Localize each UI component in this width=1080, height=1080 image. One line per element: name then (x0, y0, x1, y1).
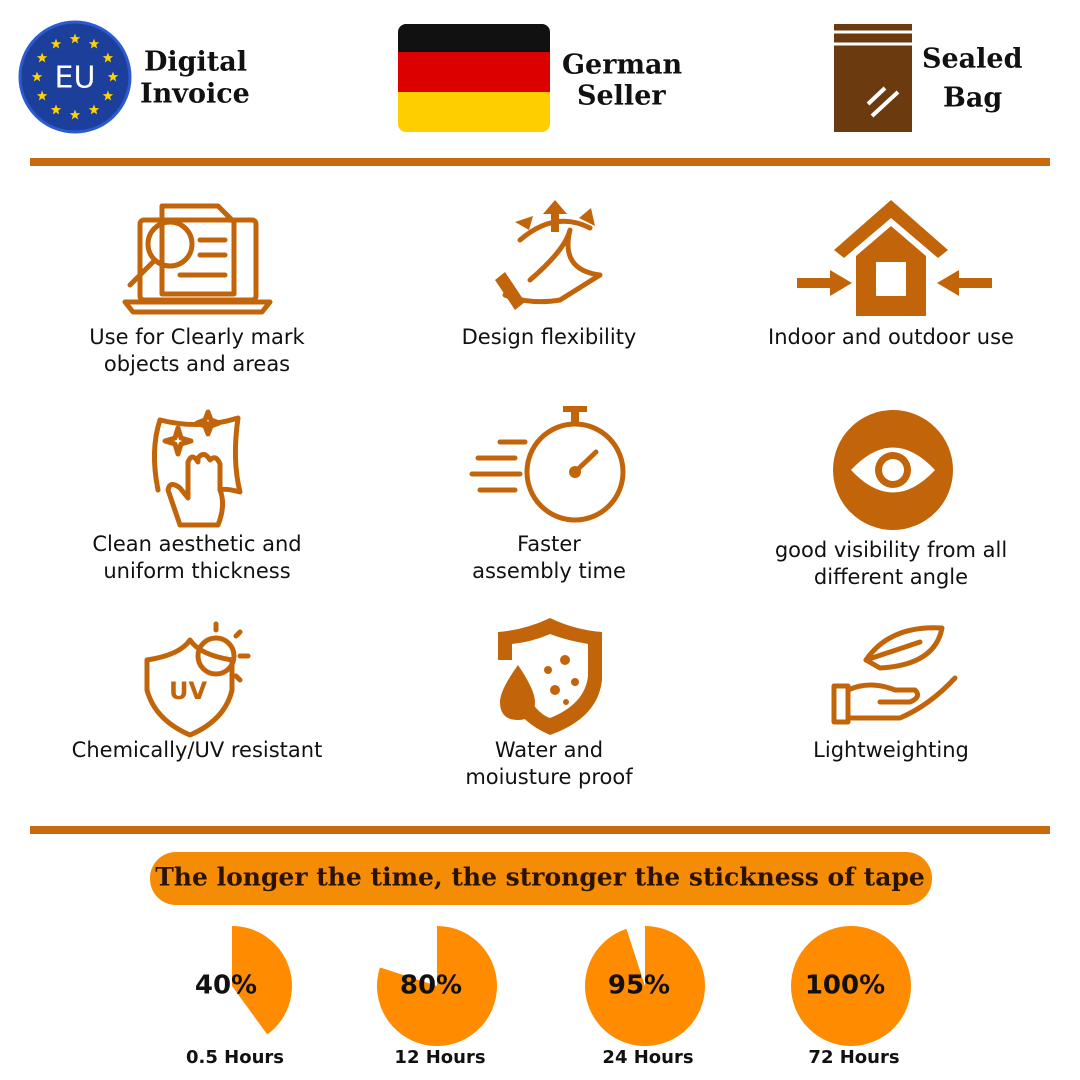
icon-leaf (831, 625, 958, 725)
feature-label: good visibility from all (775, 538, 1007, 562)
feature-label: Use for Clearly mark (89, 325, 305, 349)
feature-label: Water and (495, 738, 603, 762)
bag (834, 24, 912, 132)
pie-time: 0.5 Hours (186, 1047, 284, 1068)
icon-flexibility (495, 200, 603, 310)
icon-clean (151, 409, 243, 528)
pie-slice (377, 926, 498, 1047)
badge-text: German (562, 50, 683, 81)
icon-uv: UV (144, 621, 251, 738)
badge-text: Bag (943, 83, 1002, 114)
pie-time: 72 Hours (808, 1047, 899, 1068)
feature-label: Design flexibility (462, 325, 637, 349)
feature-label: uniform thickness (103, 559, 290, 583)
badge-text: Digital (144, 47, 247, 78)
pie-value: 100% (805, 971, 885, 1001)
eu-badge: EU (18, 20, 132, 134)
pie-value: 95% (608, 971, 670, 1001)
icon-document (122, 203, 273, 315)
divider (30, 158, 1050, 166)
icon-eye (833, 410, 953, 530)
pie-time: 24 Hours (602, 1047, 693, 1068)
feature-label: different angle (814, 565, 968, 589)
divider (30, 826, 1050, 834)
feature-label: Indoor and outdoor use (768, 325, 1014, 349)
badge-text: Sealed (922, 44, 1023, 75)
pie-value: 80% (400, 971, 462, 1001)
icon-stopwatch (469, 406, 626, 523)
flag (398, 24, 550, 132)
eu-text: EU (55, 61, 96, 96)
pie-slice (232, 926, 293, 1035)
banner-title: The longer the time, the stronger the st… (155, 863, 925, 892)
pie-time: 12 Hours (394, 1047, 485, 1068)
pie-slice (791, 926, 911, 1046)
banner (150, 852, 932, 905)
feature-label: objects and areas (104, 352, 290, 376)
feature-label: Clean aesthetic and (92, 532, 301, 556)
feature-label: Chemically/UV resistant (72, 738, 323, 762)
badge-text: Invoice (140, 79, 250, 110)
feature-label: assembly time (472, 559, 626, 583)
pie-value: 40% (195, 971, 257, 1001)
icon-house (797, 200, 992, 316)
feature-label: Faster (517, 532, 581, 556)
feature-label: Lightweighting (813, 738, 969, 762)
icon-water (498, 618, 602, 735)
feature-label: moiusture proof (465, 765, 633, 789)
badge-text: Seller (577, 81, 666, 112)
svg-text:UV: UV (169, 677, 207, 705)
pie-slice (584, 926, 705, 1047)
